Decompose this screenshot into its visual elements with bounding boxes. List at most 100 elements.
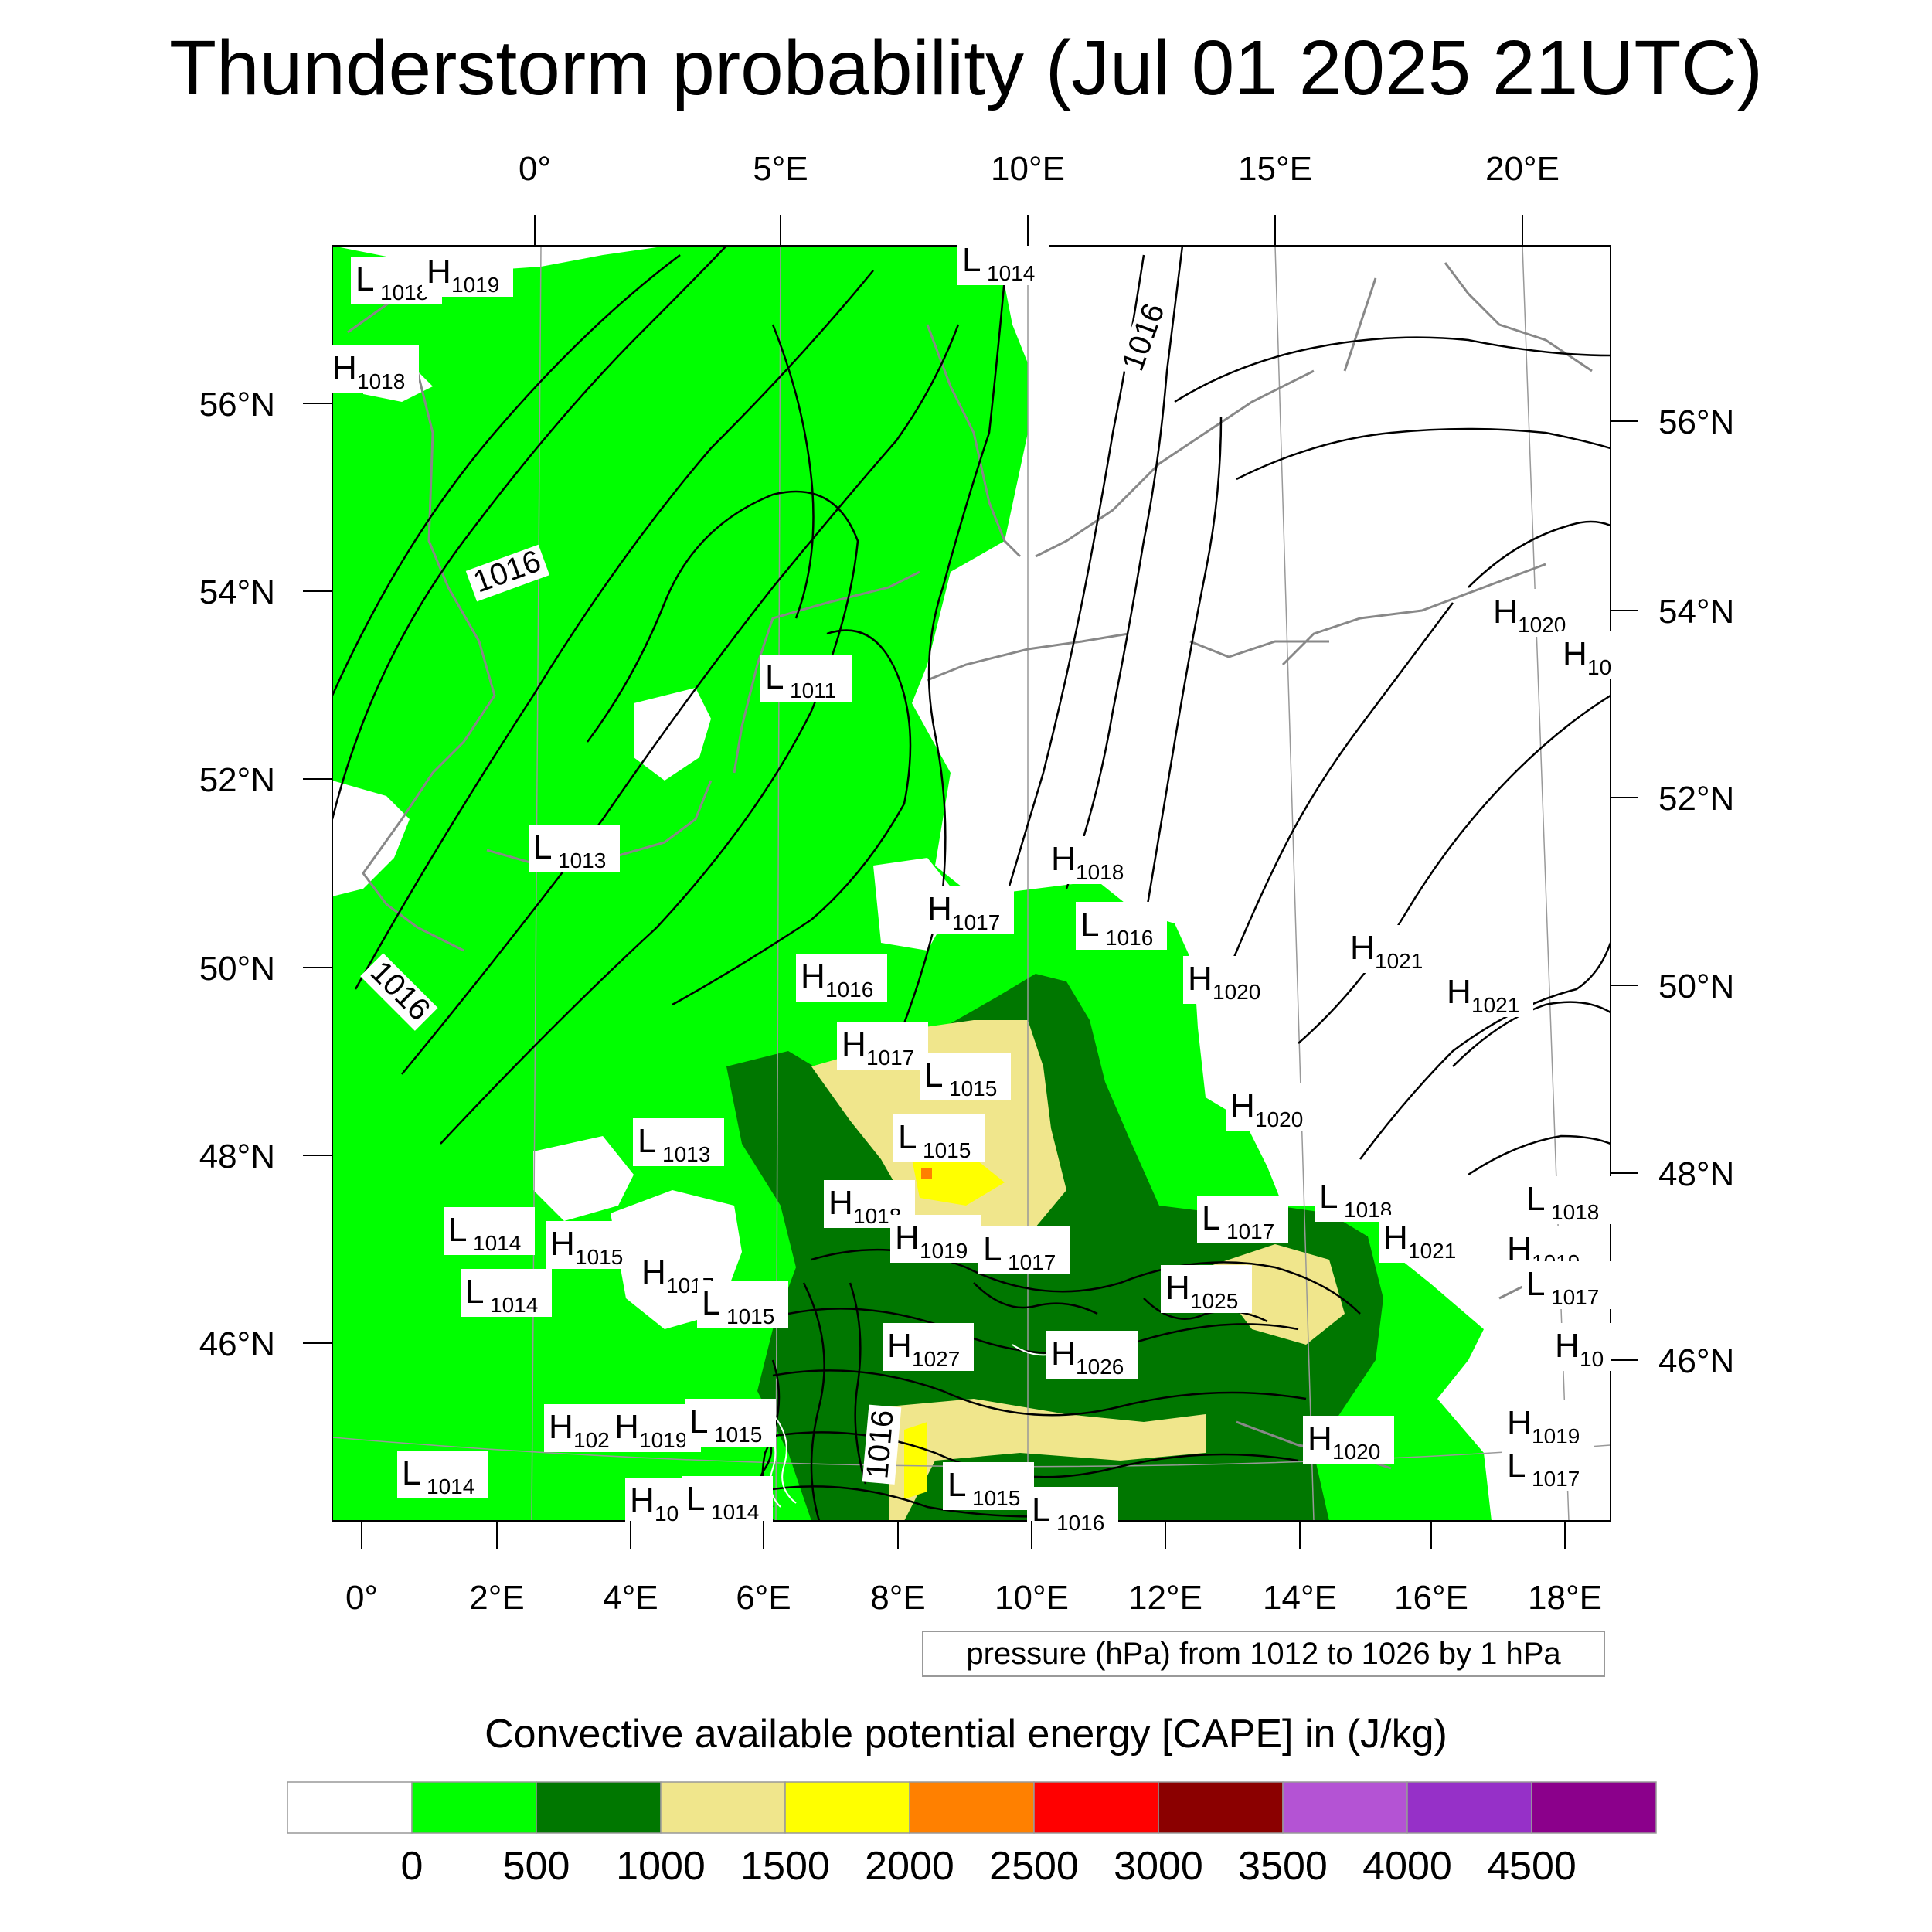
pressure-center-type: H: [1383, 1219, 1408, 1257]
pressure-center-value: 1020: [1518, 613, 1566, 637]
low-pressure-center: L 1013: [529, 825, 620, 872]
pressure-center-value: 1015: [972, 1486, 1020, 1510]
left-lat-label: 54°N: [199, 573, 275, 611]
pressure-center-type: H: [641, 1253, 666, 1291]
bottom-lon-label: 0°: [345, 1579, 378, 1617]
high-pressure-center: H 1021: [1345, 925, 1437, 973]
pressure-center-value: 1017: [1532, 1467, 1580, 1491]
pressure-center-value: 102: [573, 1428, 610, 1452]
bottom-lon-label: 8°E: [870, 1579, 925, 1617]
pressure-center-value: 1020: [1213, 980, 1260, 1004]
pressure-center-value: 1014: [490, 1293, 538, 1317]
high-pressure-center: H 102: [544, 1404, 620, 1452]
pressure-center-type: L: [1319, 1178, 1338, 1216]
high-pressure-center: H 1017: [637, 1250, 728, 1298]
pressure-center-type: H: [927, 890, 952, 928]
isobars: [332, 246, 1611, 1521]
pressure-center-type: H: [1555, 1327, 1580, 1365]
high-pressure-center: H 1021: [1379, 1215, 1470, 1263]
low-pressure-center: L 1013: [633, 1118, 724, 1166]
cape-gap-netherlands: [634, 688, 711, 781]
pressure-center-type: L: [465, 1273, 484, 1311]
pressure-center-type: L: [1202, 1199, 1220, 1237]
high-pressure-center: H 1018: [328, 345, 419, 393]
pressure-center-type: H: [427, 253, 451, 291]
pressure-center-type: L: [1080, 906, 1099, 944]
pressure-center-type: H: [630, 1481, 655, 1519]
pressure-center-value: 1015: [923, 1138, 971, 1162]
pressure-note: pressure (hPa) from 1012 to 1026 by 1 hP…: [922, 1631, 1605, 1677]
pressure-center-value: 1020: [1332, 1440, 1380, 1464]
cape-zone-2000: [921, 1168, 932, 1179]
pressure-center-type: H: [801, 957, 825, 995]
top-lon-label: 20°E: [1485, 150, 1560, 188]
top-lon-label: 5°E: [753, 150, 808, 188]
pressure-center-value: 1018: [357, 369, 405, 393]
pressure-center-value: 1013: [662, 1142, 710, 1166]
pressure-center-type: L: [983, 1230, 1002, 1268]
high-pressure-center: H 1027: [883, 1323, 974, 1371]
bottom-lon-label: 10°E: [995, 1579, 1069, 1617]
pressure-center-value: 1015: [575, 1245, 623, 1269]
pressure-center-value: 1014: [473, 1231, 521, 1255]
pressure-center-type: H: [1493, 593, 1518, 631]
pressure-center-value: 1018: [1551, 1200, 1599, 1224]
top-lon-label: 15°E: [1238, 150, 1312, 188]
pressure-center-type: H: [1230, 1087, 1255, 1125]
cape-gap-france-a: [533, 1136, 634, 1221]
pressure-center-value: 1027: [912, 1347, 960, 1371]
high-pressure-center: H 1016: [796, 954, 887, 1002]
low-pressure-center: L 1015: [697, 1281, 788, 1328]
pressure-center-type: H: [614, 1408, 639, 1446]
pressure-center-type: L: [924, 1056, 943, 1094]
pressure-center-value: 1025: [1190, 1289, 1238, 1313]
high-pressure-center: H 1015: [546, 1221, 637, 1269]
right-lat-label: 50°N: [1658, 968, 1734, 1005]
pressure-center-value: 1016: [1056, 1511, 1104, 1535]
top-lon-label: 0°: [519, 150, 551, 188]
low-pressure-center: L 1017: [978, 1226, 1070, 1274]
low-pressure-center: L 1011: [760, 655, 852, 702]
high-pressure-center: H 1025: [1161, 1265, 1252, 1313]
pressure-center-type: H: [1051, 1335, 1076, 1372]
pressure-center-type: L: [947, 1466, 966, 1504]
right-lat-label: 54°N: [1658, 593, 1734, 631]
pressure-center-type: H: [828, 1184, 853, 1222]
bottom-lon-label: 12°E: [1128, 1579, 1202, 1617]
low-pressure-center: L 1014: [682, 1476, 773, 1524]
left-lat-label: 48°N: [199, 1138, 275, 1175]
pressure-center-value: 10: [1580, 1347, 1604, 1371]
pressure-center-value: 1015: [714, 1423, 762, 1447]
cape-zone-1000-alps: [889, 1399, 1206, 1521]
pressure-center-type: L: [1526, 1265, 1545, 1303]
pressure-center-value: 1018: [1076, 860, 1124, 884]
pressure-center-type: L: [962, 241, 981, 279]
pressure-center-type: H: [550, 1225, 575, 1263]
low-pressure-center: L 1017: [1522, 1261, 1613, 1309]
pressure-center-value: 1017: [1008, 1250, 1056, 1274]
left-lat-label: 52°N: [199, 761, 275, 799]
bottom-lon-label: 18°E: [1528, 1579, 1602, 1617]
pressure-center-value: 1017: [952, 910, 1000, 934]
pressure-center-value: 1019: [920, 1239, 968, 1263]
pressure-center-value: 1020: [1255, 1107, 1303, 1131]
high-pressure-center: H 1018: [1046, 836, 1138, 884]
pressure-center-type: L: [1032, 1491, 1050, 1529]
pressure-center-type: L: [638, 1122, 656, 1160]
bottom-lon-label: 6°E: [736, 1579, 791, 1617]
pressure-center-value: 1026: [1076, 1355, 1124, 1379]
pressure-center-type: L: [898, 1118, 917, 1156]
pressure-center-type: H: [895, 1219, 920, 1257]
left-lat-label: 56°N: [199, 386, 275, 423]
pressure-center-value: 10: [1587, 655, 1611, 679]
pressure-center-value: 1019: [451, 273, 499, 297]
low-pressure-center: L 1018: [1315, 1174, 1406, 1222]
low-pressure-center: L 1015: [685, 1399, 776, 1447]
low-pressure-center: L 1015: [893, 1114, 985, 1162]
low-pressure-center: L 1016: [1027, 1487, 1118, 1535]
low-pressure-center: L 1016: [1076, 902, 1167, 950]
pressure-center-type: H: [549, 1408, 573, 1446]
pressure-center-value: 1021: [1471, 993, 1519, 1017]
